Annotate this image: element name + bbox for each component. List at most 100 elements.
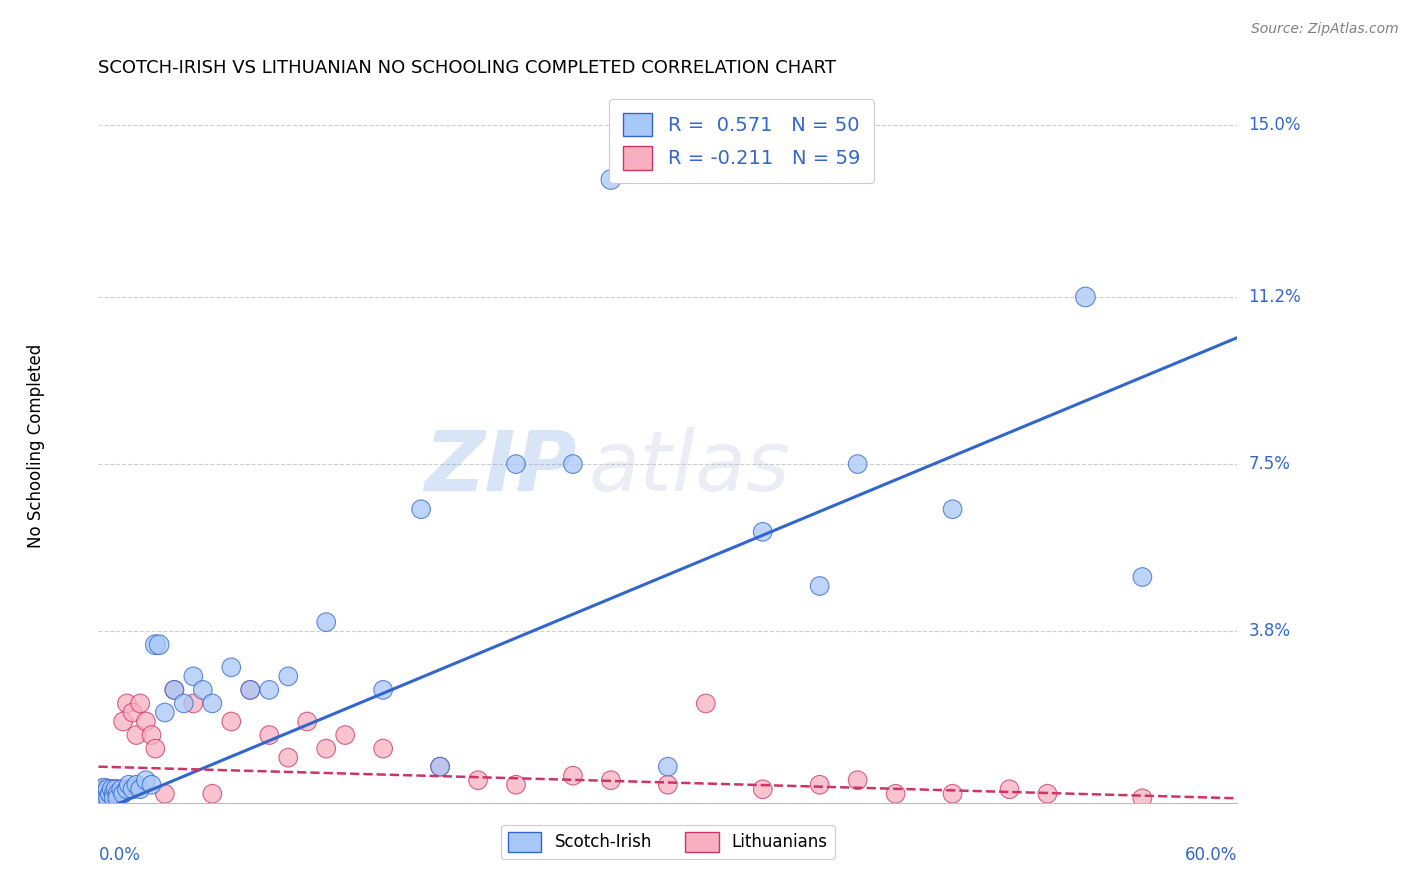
Point bbox=[118, 778, 141, 792]
Point bbox=[115, 697, 138, 711]
Point bbox=[125, 728, 148, 742]
Text: 0.0%: 0.0% bbox=[98, 846, 141, 863]
Point bbox=[129, 697, 152, 711]
Text: Source: ZipAtlas.com: Source: ZipAtlas.com bbox=[1251, 22, 1399, 37]
Point bbox=[752, 524, 775, 539]
Point bbox=[239, 682, 262, 697]
Text: atlas: atlas bbox=[588, 427, 790, 508]
Point bbox=[125, 778, 148, 792]
Point bbox=[93, 782, 115, 797]
Point bbox=[562, 769, 585, 783]
Point bbox=[104, 782, 127, 797]
Point bbox=[153, 706, 176, 720]
Point bbox=[141, 778, 163, 792]
Point bbox=[93, 791, 115, 805]
Point bbox=[808, 579, 831, 593]
Point bbox=[115, 782, 138, 797]
Point bbox=[110, 787, 132, 801]
Point bbox=[145, 638, 167, 652]
Point bbox=[107, 782, 129, 797]
Point bbox=[98, 787, 121, 801]
Point bbox=[121, 706, 143, 720]
Point bbox=[103, 791, 125, 805]
Point bbox=[191, 682, 214, 697]
Point bbox=[115, 782, 138, 797]
Point bbox=[259, 728, 281, 742]
Point bbox=[93, 791, 115, 805]
Point bbox=[100, 787, 122, 801]
Point bbox=[104, 782, 127, 797]
Point bbox=[103, 791, 125, 805]
Point bbox=[94, 791, 117, 805]
Point bbox=[335, 728, 357, 742]
Point bbox=[104, 791, 127, 805]
Point bbox=[239, 682, 262, 697]
Point bbox=[103, 787, 125, 801]
Point bbox=[148, 638, 170, 652]
Point bbox=[97, 782, 120, 797]
Point bbox=[163, 682, 186, 697]
Point bbox=[129, 782, 152, 797]
Point bbox=[846, 773, 869, 788]
Point bbox=[942, 787, 965, 801]
Point bbox=[600, 773, 623, 788]
Point bbox=[97, 791, 120, 805]
Point bbox=[107, 791, 129, 805]
Text: SCOTCH-IRISH VS LITHUANIAN NO SCHOOLING COMPLETED CORRELATION CHART: SCOTCH-IRISH VS LITHUANIAN NO SCHOOLING … bbox=[98, 59, 837, 77]
Point bbox=[467, 773, 489, 788]
Text: 15.0%: 15.0% bbox=[1249, 116, 1301, 135]
Point bbox=[97, 782, 120, 797]
Point bbox=[846, 457, 869, 471]
Text: No Schooling Completed: No Schooling Completed bbox=[27, 344, 45, 548]
Point bbox=[808, 778, 831, 792]
Point bbox=[505, 457, 527, 471]
Point bbox=[371, 682, 394, 697]
Point bbox=[98, 787, 121, 801]
Text: 11.2%: 11.2% bbox=[1249, 288, 1301, 306]
Point bbox=[201, 787, 224, 801]
Point bbox=[112, 787, 135, 801]
Text: 3.8%: 3.8% bbox=[1249, 623, 1291, 640]
Point bbox=[93, 787, 115, 801]
Point bbox=[1074, 290, 1097, 304]
Point bbox=[121, 782, 143, 797]
Point bbox=[942, 502, 965, 516]
Point bbox=[112, 714, 135, 729]
Point bbox=[97, 791, 120, 805]
Point bbox=[505, 778, 527, 792]
Point bbox=[657, 778, 679, 792]
Point bbox=[107, 787, 129, 801]
Point bbox=[998, 782, 1021, 797]
Point bbox=[315, 741, 337, 756]
Point bbox=[141, 728, 163, 742]
Point bbox=[135, 714, 157, 729]
Text: ZIP: ZIP bbox=[425, 427, 576, 508]
Point bbox=[1132, 791, 1154, 805]
Point bbox=[91, 791, 114, 805]
Point bbox=[183, 697, 205, 711]
Point bbox=[89, 787, 111, 801]
Point bbox=[173, 697, 195, 711]
Point bbox=[153, 787, 176, 801]
Point bbox=[100, 782, 122, 797]
Point bbox=[110, 782, 132, 797]
Point bbox=[884, 787, 907, 801]
Point bbox=[259, 682, 281, 697]
Point bbox=[89, 791, 111, 805]
Point bbox=[91, 782, 114, 797]
Point bbox=[103, 787, 125, 801]
Point bbox=[94, 787, 117, 801]
Point bbox=[297, 714, 319, 729]
Point bbox=[89, 791, 111, 805]
Point bbox=[429, 759, 451, 773]
Point bbox=[107, 787, 129, 801]
Point bbox=[657, 759, 679, 773]
Point bbox=[94, 782, 117, 797]
Point bbox=[221, 660, 243, 674]
Point bbox=[135, 773, 157, 788]
Legend: Scotch-Irish, Lithuanians: Scotch-Irish, Lithuanians bbox=[501, 825, 835, 859]
Point bbox=[315, 615, 337, 629]
Point bbox=[371, 741, 394, 756]
Point bbox=[97, 787, 120, 801]
Point bbox=[163, 682, 186, 697]
